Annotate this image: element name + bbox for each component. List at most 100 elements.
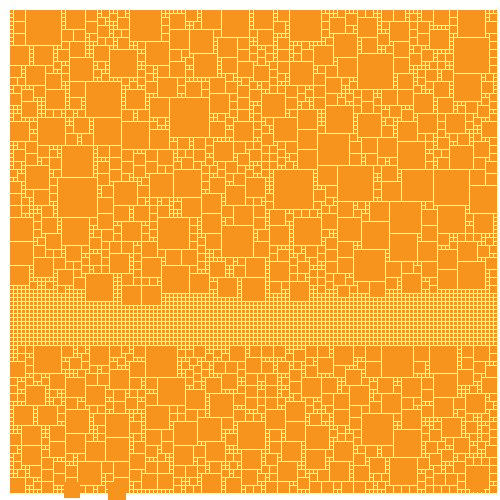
mosaic-tile <box>14 318 17 321</box>
mosaic-tile <box>10 302 13 305</box>
mosaic-tile <box>146 42 169 65</box>
mosaic-tile <box>102 266 109 273</box>
mosaic-tile <box>338 330 341 333</box>
mosaic-tile <box>14 294 17 297</box>
mosaic-tile <box>162 262 165 265</box>
mosaic-tile <box>110 338 113 341</box>
mosaic-tile <box>106 306 109 309</box>
mosaic-tile <box>326 322 329 325</box>
mosaic-tile <box>322 202 325 205</box>
mosaic-tile <box>198 294 201 297</box>
mosaic-tile <box>450 310 453 313</box>
mosaic-tile <box>314 314 317 317</box>
mosaic-tile <box>314 286 317 289</box>
mosaic-tile <box>462 326 465 329</box>
mosaic-tile <box>482 234 485 237</box>
mosaic-tile <box>274 46 277 49</box>
mosaic-tile <box>210 258 213 261</box>
mosaic-tile <box>486 18 489 21</box>
mosaic-tile <box>134 334 137 337</box>
mosaic-tile <box>322 306 325 309</box>
mosaic-tile <box>438 298 441 301</box>
mosaic-tile <box>386 334 389 337</box>
mosaic-tile <box>178 346 181 349</box>
mosaic-tile <box>286 338 289 341</box>
mosaic-tile <box>210 306 213 309</box>
mosaic-tile <box>250 118 253 121</box>
mosaic-tile <box>290 54 293 57</box>
mosaic-tile <box>350 102 353 105</box>
mosaic-tile <box>298 346 301 349</box>
mosaic-tile <box>398 290 401 293</box>
mosaic-tile <box>186 70 193 77</box>
mosaic-tile <box>254 242 269 257</box>
mosaic-tile <box>214 358 217 361</box>
mosaic-tile <box>326 294 329 297</box>
mosaic-tile <box>106 402 113 409</box>
mosaic-tile <box>478 426 481 429</box>
mosaic-tile <box>490 294 493 297</box>
mosaic-tile <box>322 30 329 37</box>
mosaic-tile <box>490 330 493 333</box>
mosaic-tile <box>34 314 37 317</box>
mosaic-tile <box>258 374 265 381</box>
mosaic-tile <box>190 310 193 313</box>
mosaic-tile <box>430 22 433 25</box>
mosaic-tile <box>182 374 185 377</box>
mosaic-tile <box>158 206 169 217</box>
mosaic-tile <box>218 298 221 301</box>
mosaic-tile <box>222 334 225 337</box>
mosaic-tile <box>382 446 393 457</box>
mosaic-tile <box>278 158 285 165</box>
mosaic-tile <box>462 334 465 337</box>
mosaic-tile <box>314 310 317 313</box>
mosaic-tile <box>494 362 497 365</box>
mosaic-tile <box>114 302 117 305</box>
mosaic-tile <box>22 378 25 381</box>
mosaic-tile <box>206 378 221 393</box>
mosaic-tile <box>342 334 345 337</box>
mosaic-tile <box>86 254 89 257</box>
mosaic-tile <box>50 298 53 301</box>
mosaic-tile <box>202 342 205 345</box>
mosaic-tile <box>70 374 73 377</box>
mosaic-tile <box>182 334 185 337</box>
mosaic-tile <box>110 362 117 369</box>
mosaic-tile <box>46 234 61 249</box>
mosaic-tile <box>70 118 73 121</box>
mosaic-tile <box>482 118 485 121</box>
mosaic-tile <box>302 362 305 365</box>
mosaic-tile <box>474 458 481 465</box>
mosaic-tile <box>26 298 29 301</box>
mosaic-tile <box>418 70 425 77</box>
mosaic-tile <box>374 474 381 481</box>
mosaic-tile <box>134 150 137 153</box>
mosaic-tile <box>266 306 269 309</box>
mosaic-tile <box>446 246 449 249</box>
mosaic-tile <box>326 462 329 465</box>
mosaic-tile <box>482 434 489 441</box>
mosaic-tile <box>254 302 257 305</box>
mosaic-tile <box>318 122 321 125</box>
mosaic-tile <box>274 342 277 345</box>
mosaic-tile <box>42 206 53 217</box>
mosaic-tile <box>278 338 281 341</box>
mosaic-tile <box>58 270 73 285</box>
mosaic-tile <box>418 298 421 301</box>
mosaic-tile <box>330 290 333 293</box>
mosaic-tile <box>226 82 237 93</box>
mosaic-tile <box>162 306 165 309</box>
mosaic-tile <box>66 310 69 313</box>
mosaic-tile <box>70 314 73 317</box>
mosaic-tile <box>130 210 133 213</box>
mosaic-tile <box>282 390 289 397</box>
mosaic-tile <box>14 354 17 357</box>
mosaic-tile <box>90 266 93 269</box>
mosaic-tile <box>190 22 193 25</box>
mosaic-tile <box>58 458 61 461</box>
mosaic-tile <box>246 414 253 421</box>
mosaic-tile <box>198 466 205 473</box>
mosaic-tile <box>122 78 129 85</box>
mosaic-tile <box>286 22 289 25</box>
mosaic-tile <box>46 66 53 73</box>
